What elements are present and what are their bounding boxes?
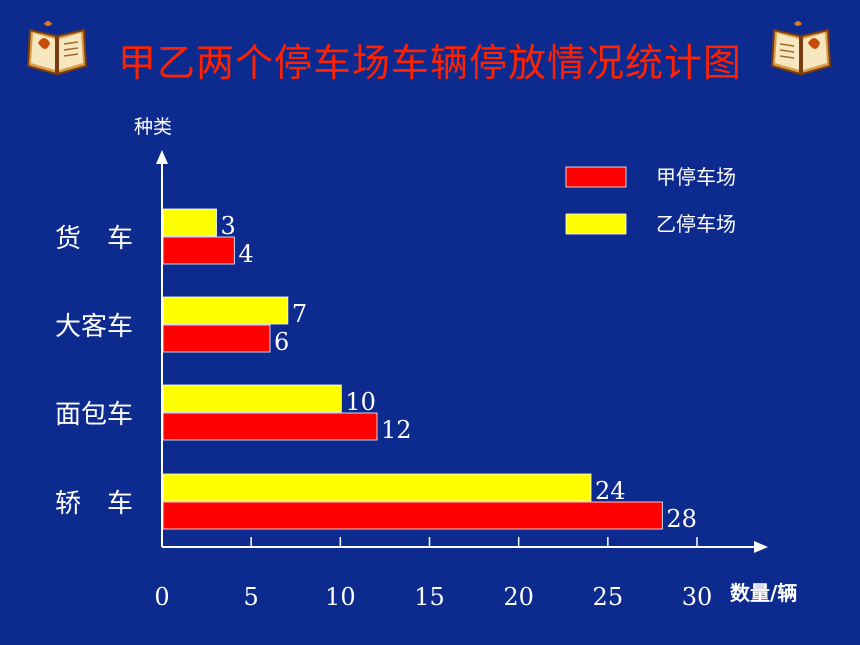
bar xyxy=(162,473,592,502)
legend-swatch xyxy=(565,166,627,188)
category-label: 大客车 xyxy=(55,312,133,342)
x-tick-label: 0 xyxy=(154,583,169,611)
data-label: 10 xyxy=(345,388,376,416)
y-axis-title: 种类 xyxy=(134,116,172,138)
x-tick-label: 30 xyxy=(682,583,713,611)
chart-title: 甲乙两个停车场车辆停放情况统计图 xyxy=(117,41,742,85)
x-tick-label: 15 xyxy=(414,583,445,611)
data-label: 7 xyxy=(292,300,307,328)
open-book-icon xyxy=(768,18,834,82)
bar xyxy=(162,236,235,265)
bar xyxy=(162,296,289,325)
category-label: 面包车 xyxy=(55,400,133,430)
x-tick-label: 10 xyxy=(325,583,356,611)
legend-swatch xyxy=(565,213,627,235)
y-axis-arrow xyxy=(156,150,168,164)
data-label: 28 xyxy=(666,505,697,533)
category-label: 轿 车 xyxy=(55,489,133,519)
bar xyxy=(162,501,663,530)
x-axis-arrow xyxy=(754,541,768,553)
legend-label: 乙停车场 xyxy=(656,212,736,236)
bar xyxy=(162,208,217,237)
open-book-icon xyxy=(24,18,90,82)
legend-label: 甲停车场 xyxy=(656,165,736,189)
data-label: 24 xyxy=(595,477,626,505)
data-label: 6 xyxy=(274,328,289,356)
data-label: 3 xyxy=(221,212,236,240)
bar xyxy=(162,384,342,413)
x-tick-label: 20 xyxy=(503,583,534,611)
category-label: 货 车 xyxy=(55,224,133,254)
x-tick-label: 5 xyxy=(244,583,259,611)
bar xyxy=(162,324,271,353)
data-label: 12 xyxy=(381,416,412,444)
x-tick-label: 25 xyxy=(593,583,624,611)
bar xyxy=(162,412,378,441)
x-axis-title: 数量/辆 xyxy=(730,581,797,605)
data-label: 4 xyxy=(238,240,253,268)
